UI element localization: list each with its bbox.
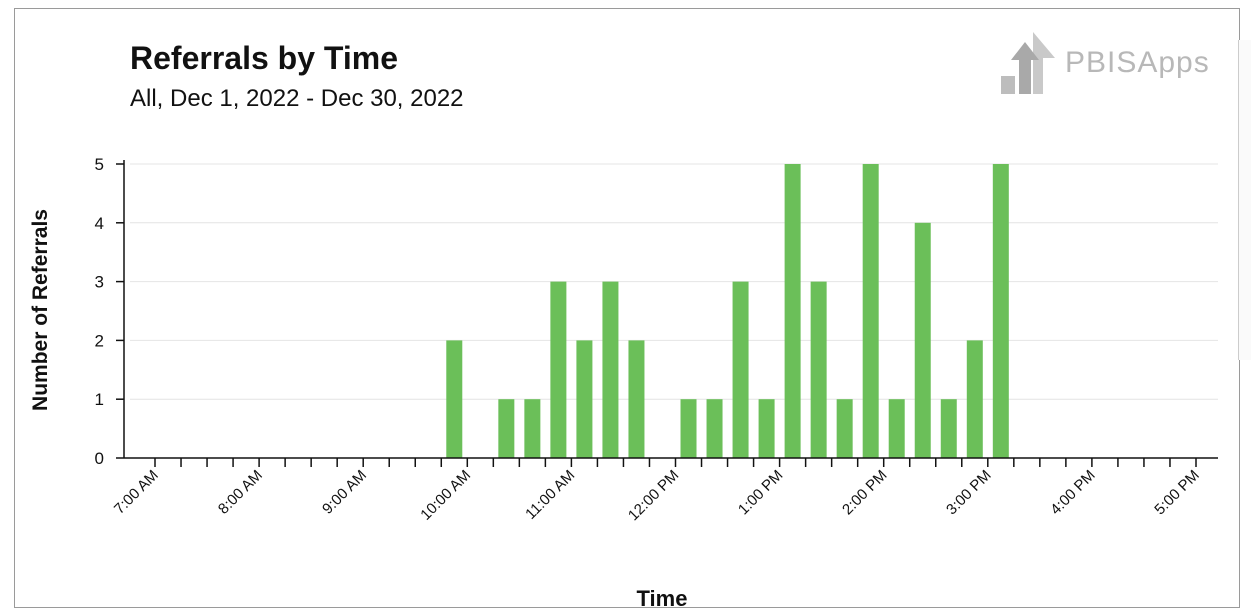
bar xyxy=(810,281,827,458)
bar xyxy=(602,281,619,458)
y-tick-label: 0 xyxy=(95,449,104,468)
bar xyxy=(862,164,879,458)
x-tick-label: 1:00 PM xyxy=(735,467,787,519)
bar xyxy=(758,399,775,458)
bar xyxy=(628,340,645,458)
bar xyxy=(940,399,957,458)
x-axis: 7:00 AM 8:00 AM 9:00 AM 10:00 AM 11:00 AM 12:… xyxy=(111,457,1218,524)
y-tick-label: 2 xyxy=(95,331,104,350)
bar xyxy=(524,399,541,458)
bar xyxy=(966,340,983,458)
bar xyxy=(680,399,697,458)
x-tick-label: 5:00 PM xyxy=(1151,467,1203,519)
pbisapps-logo: PBISApps xyxy=(995,28,1235,100)
y-tick-label: 3 xyxy=(95,273,104,292)
side-panel-edge xyxy=(1238,40,1251,360)
bar xyxy=(992,164,1009,458)
gridlines xyxy=(130,163,1218,400)
bar xyxy=(888,399,905,458)
chart-title: Referrals by Time xyxy=(130,40,398,76)
x-tick-label: 3:00 PM xyxy=(943,467,995,519)
x-axis-label: Time xyxy=(637,586,688,611)
y-tick-label: 4 xyxy=(95,214,104,233)
bar xyxy=(784,164,801,458)
chart-subtitle: All, Dec 1, 2022 - Dec 30, 2022 xyxy=(130,85,464,112)
bar xyxy=(732,281,749,458)
chart-frame xyxy=(14,8,1240,608)
y-tick-label: 1 xyxy=(95,390,104,409)
logo-text: PBISApps xyxy=(1065,46,1210,79)
x-tick-label: 2:00 PM xyxy=(839,467,891,519)
y-axis-label: Number of Referrals xyxy=(29,209,52,411)
bar xyxy=(498,399,515,458)
bar xyxy=(836,399,853,458)
bar xyxy=(446,340,463,458)
x-tick-label: 8:00 AM xyxy=(215,467,266,518)
bar xyxy=(706,399,723,458)
bar xyxy=(550,281,567,458)
x-tick-label: 11:00 AM xyxy=(522,467,578,523)
y-axis: 0 1 2 3 4 5 xyxy=(95,155,125,468)
x-tick-label: 9:00 AM xyxy=(319,467,370,518)
bar xyxy=(914,222,931,458)
x-tick-label: 4:00 PM xyxy=(1047,467,1099,519)
x-tick-label: 10:00 AM xyxy=(417,467,474,524)
x-tick-label: 7:00 AM xyxy=(111,467,162,518)
y-tick-label: 5 xyxy=(95,155,104,174)
bars xyxy=(446,164,1009,458)
bar xyxy=(576,340,593,458)
x-tick-label: 12:00 PM xyxy=(625,467,682,524)
logo-mark-icon xyxy=(1001,32,1055,94)
